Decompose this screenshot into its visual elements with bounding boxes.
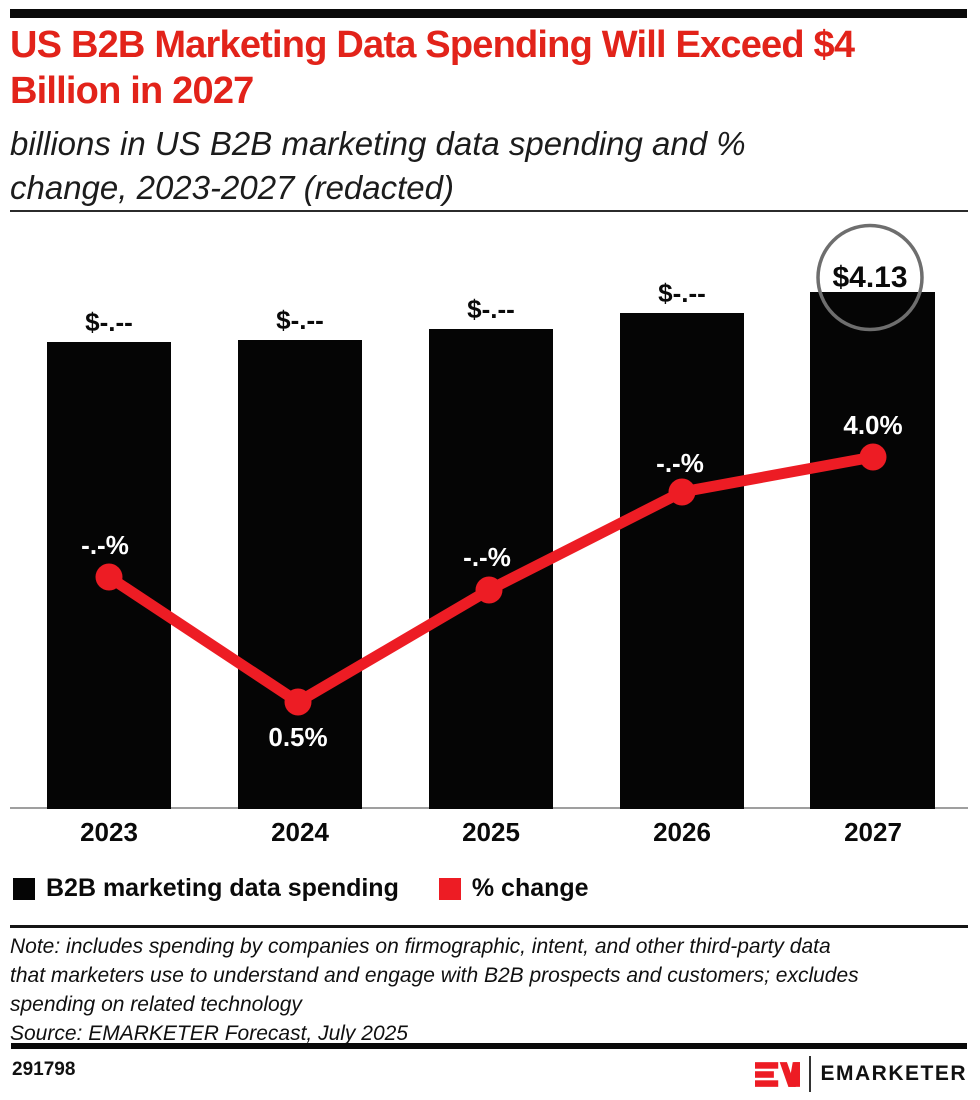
top-divider-bar — [10, 9, 967, 18]
x-axis-label-2026: 2026 — [653, 817, 711, 847]
data-point-2023 — [95, 563, 123, 591]
x-axis-label-2025: 2025 — [462, 817, 520, 847]
data-point-2027 — [859, 443, 887, 471]
data-point-2025 — [475, 576, 503, 604]
chart-subtitle: billions in US B2B marketing data spendi… — [10, 122, 970, 210]
legend-label-pct-change: % change — [471, 874, 589, 902]
legend: B2B marketing data spending % change — [13, 874, 589, 903]
emarketer-logo-icon — [755, 1061, 801, 1087]
page-title-line-2: Billion in 2027 — [10, 70, 254, 112]
bar-value-label-2025: $-.-- — [467, 294, 515, 324]
data-point-2026 — [668, 478, 696, 506]
data-point-2024 — [284, 688, 312, 716]
x-axis-label-2024: 2024 — [271, 817, 329, 847]
logo-divider — [809, 1056, 812, 1092]
page-title: US B2B Marketing Data Spending Will Exce… — [10, 22, 970, 114]
combo-chart: $-.-- $-.-- $-.-- $-.-- $4.13 -.-% 0.5% … — [10, 223, 968, 847]
note-line-3: spending on related technology — [10, 993, 302, 1016]
footnote: Note: includes spending by companies on … — [10, 932, 968, 1048]
legend-label-spending: B2B marketing data spending — [46, 874, 399, 902]
legend-swatch-pct-change-icon — [438, 877, 461, 900]
pct-label-2023: -.-% — [81, 530, 129, 560]
chart-id: 291798 — [12, 1059, 76, 1080]
pct-label-2025: -.-% — [463, 542, 511, 572]
legend-item-spending: B2B marketing data spending — [13, 874, 399, 903]
source-line: Source: EMARKETER Forecast, July 2025 — [10, 1022, 408, 1045]
emarketer-logo: EMARKETER — [755, 1055, 967, 1093]
pct-label-2026: -.-% — [656, 448, 704, 478]
subtitle-divider — [10, 210, 968, 212]
bar-2027 — [810, 292, 935, 809]
page-title-line-1: US B2B Marketing Data Spending Will Exce… — [10, 24, 855, 66]
bar-2026 — [620, 313, 744, 809]
note-line-1: Note: includes spending by companies on … — [10, 935, 831, 958]
x-axis-label-2023: 2023 — [80, 817, 138, 847]
legend-swatch-spending-icon — [13, 877, 35, 900]
bottom-divider-bar — [11, 1043, 967, 1049]
note-line-2: that marketers use to understand and eng… — [10, 964, 859, 987]
x-axis-label-2027: 2027 — [844, 817, 902, 847]
bar-value-label-2023: $-.-- — [85, 307, 133, 337]
bar-value-label-2027: $4.13 — [832, 261, 907, 294]
legend-item-pct-change: % change — [438, 874, 589, 903]
note-divider — [10, 925, 968, 928]
bar-2024 — [238, 340, 362, 809]
emarketer-wordmark: EMARKETER — [820, 1062, 967, 1085]
chart-subtitle-line-1: billions in US B2B marketing data spendi… — [10, 125, 746, 162]
bar-value-label-2026: $-.-- — [658, 278, 706, 308]
highlight-circle — [816, 223, 924, 332]
bar-value-label-2024: $-.-- — [276, 305, 324, 335]
pct-label-2027: 4.0% — [843, 410, 902, 440]
chart-subtitle-line-2: change, 2023-2027 (redacted) — [10, 169, 454, 206]
pct-label-2024: 0.5% — [268, 722, 327, 752]
